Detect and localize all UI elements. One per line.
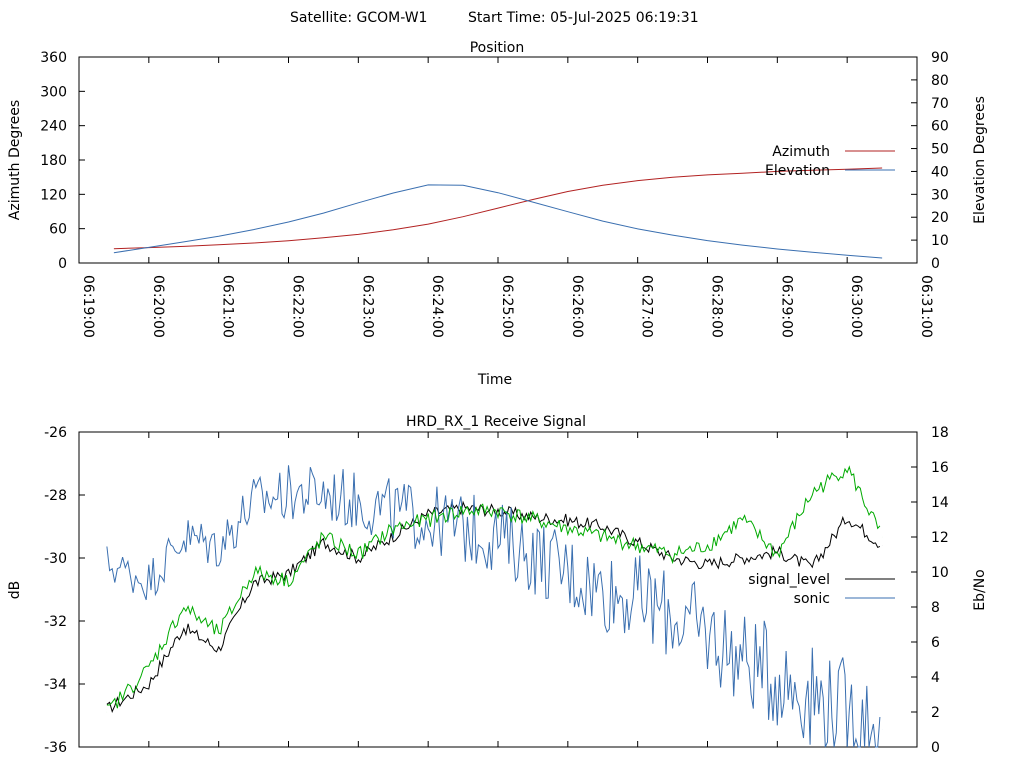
x-tick-label: 06:29:00: [778, 275, 794, 338]
right-tick-label: 60: [931, 119, 949, 135]
x-tick-label: 06:19:00: [80, 275, 96, 338]
x-tick-label: 06:30:00: [848, 275, 864, 338]
left-tick-label: -36: [44, 740, 67, 756]
right-tick-label: 18: [931, 425, 949, 441]
right-tick-label: 30: [931, 187, 949, 203]
left-tick-label: 120: [40, 187, 67, 203]
right-tick-label: 10: [931, 565, 949, 581]
series-line-unnamed: [106, 465, 881, 709]
right-tick-label: 0: [931, 740, 940, 756]
legend-label: signal_level: [748, 572, 830, 588]
receive-signal-series: [106, 465, 883, 748]
x-tick-label: 06:31:00: [918, 275, 934, 338]
right-tick-label: 50: [931, 142, 949, 158]
left-tick-label: 300: [40, 84, 67, 100]
x-tick-label: 06:21:00: [220, 275, 236, 338]
series-line-sonic: [106, 465, 881, 748]
left-tick-label: -28: [44, 488, 67, 504]
receive-signal-chart: HRD_RX_1 Receive Signal dB Eb/No -26-28-…: [7, 414, 988, 756]
receive-signal-right-ticks: 0 2 4 6 8 10 12 14 16 18: [911, 425, 949, 756]
right-tick-label: 4: [931, 670, 940, 686]
right-tick-label: 90: [931, 50, 949, 66]
x-tick-label: 06:24:00: [429, 275, 445, 338]
position-right-ticks: 0 10 20 30 40 50 60 70 80 90: [911, 50, 949, 272]
right-tick-label: 16: [931, 460, 949, 476]
left-tick-label: 360: [40, 50, 67, 66]
position-x-axis-label: Time: [477, 372, 512, 388]
legend-label: sonic: [794, 591, 830, 607]
right-tick-label: 80: [931, 73, 949, 89]
legend-label: Azimuth: [772, 144, 830, 160]
right-tick-label: 0: [931, 256, 940, 272]
right-tick-label: 2: [931, 705, 940, 721]
left-tick-label: -32: [44, 614, 67, 630]
left-tick-label: -30: [44, 551, 67, 567]
right-tick-label: 6: [931, 635, 940, 651]
position-chart: Position Azimuth Degrees Elevation Degre…: [7, 40, 988, 388]
right-tick-label: 20: [931, 210, 949, 226]
position-chart-title: Position: [470, 40, 525, 56]
left-tick-label: 240: [40, 119, 67, 135]
receive-signal-plot-frame: [78, 431, 918, 748]
position-series: [113, 167, 883, 259]
left-tick-label: 60: [49, 222, 67, 238]
x-tick-label: 06:27:00: [639, 275, 655, 338]
x-tick-label: 06:22:00: [290, 275, 306, 338]
receive-signal-x-ticks: [78, 432, 918, 747]
x-tick-label: 06:25:00: [499, 275, 515, 338]
x-tick-label: 06:20:00: [150, 275, 166, 338]
left-tick-label: -26: [44, 425, 67, 441]
position-left-axis-label: Azimuth Degrees: [7, 100, 23, 220]
position-legend: Azimuth Elevation: [765, 144, 895, 179]
right-tick-label: 70: [931, 96, 949, 112]
right-tick-label: 8: [931, 600, 940, 616]
series-line-Elevation: [113, 184, 883, 259]
right-tick-label: 14: [931, 495, 949, 511]
receive-signal-left-ticks: -26 -28 -30 -32 -34 -36: [44, 425, 85, 756]
x-tick-label: 06:28:00: [709, 275, 725, 338]
right-tick-label: 12: [931, 530, 949, 546]
series-line-Azimuth: [113, 167, 883, 250]
start-time-header: Start Time: 05-Jul-2025 06:19:31: [468, 10, 699, 26]
receive-signal-title: HRD_RX_1 Receive Signal: [406, 414, 586, 430]
left-tick-label: 180: [40, 153, 67, 169]
receive-signal-right-axis-label: Eb/No: [972, 569, 988, 611]
receive-signal-left-axis-label: dB: [7, 581, 23, 600]
position-right-axis-label: Elevation Degrees: [972, 96, 988, 224]
left-tick-label: -34: [44, 677, 67, 693]
position-left-ticks: 0 60 120 180 240 300 360: [40, 50, 85, 272]
x-tick-label: 06:23:00: [359, 275, 375, 338]
right-tick-label: 10: [931, 233, 949, 249]
legend-label: Elevation: [765, 163, 830, 179]
right-tick-label: 40: [931, 164, 949, 180]
satellite-header: Satellite: GCOM-W1: [290, 10, 427, 26]
position-x-ticks: 06:19:00 06:20:00 06:21:00 06:22:00 06:23:00…: [78, 57, 934, 338]
left-tick-label: 0: [58, 256, 67, 272]
position-plot-frame: [78, 56, 918, 264]
x-tick-label: 06:26:00: [569, 275, 585, 338]
